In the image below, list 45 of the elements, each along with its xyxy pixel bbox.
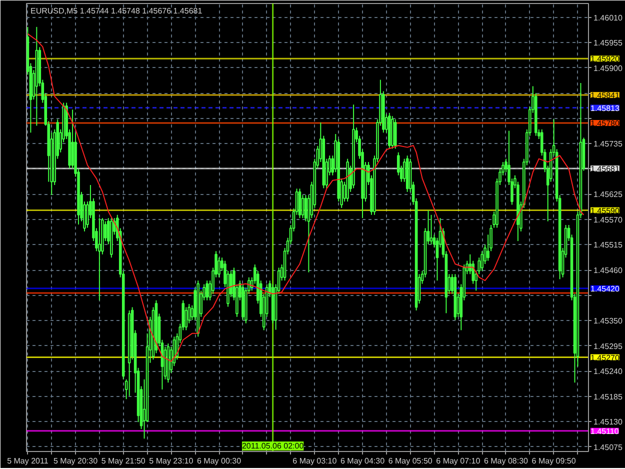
candlestick	[218, 257, 220, 278]
candlestick	[98, 218, 101, 301]
x-tick-label: 6 May 04:30	[340, 456, 386, 466]
y-tick-label: 1.45075	[594, 442, 623, 452]
ref-line-label: 1.45420	[590, 284, 620, 294]
candlestick	[394, 118, 397, 150]
candlestick	[298, 188, 302, 219]
x-tick-label: 5 May 23:10	[149, 456, 194, 466]
ref-line-label: 1.45780	[590, 118, 620, 128]
y-tick-label: 1.46010	[594, 13, 623, 22]
x-tick-label: 6 May 05:50	[388, 456, 433, 466]
y-tick-label: 1.45625	[594, 190, 623, 200]
y-tick-label: 1.45295	[594, 342, 623, 351]
x-tick-label: 6 May 09:50	[532, 456, 576, 466]
chart-title: EURUSD,M5 1.45744 1.45748 1.45676 1.45681	[30, 6, 203, 16]
y-tick-label: 1.45130	[594, 418, 623, 427]
y-tick-label: 1.45735	[594, 140, 623, 149]
y-tick-label: 1.45240	[594, 367, 623, 376]
ref-line-label: 1.45841	[590, 90, 620, 100]
candlestick	[430, 214, 433, 245]
x-tick-label: 6 May 00:30	[197, 456, 242, 466]
x-tick-label: 6 May 08:30	[484, 456, 529, 466]
y-tick-label: 1.45185	[594, 392, 623, 402]
y-tick-label: 1.45350	[594, 316, 623, 326]
x-tick-label: 5 May 20:30	[54, 456, 98, 466]
candlestick	[184, 306, 188, 331]
ref-line-label: 1.45270	[590, 353, 620, 362]
ref-line-label: 2011.05.06 02:00	[242, 442, 304, 450]
candlestick	[304, 194, 308, 222]
ref-line-label: 1.45590	[590, 206, 620, 216]
x-tick-label: 6 May 07:10	[436, 456, 481, 466]
ref-line-label: 1.45920	[590, 54, 620, 64]
y-tick-label: 1.45900	[594, 64, 623, 73]
y-tick-label: 1.45955	[594, 38, 623, 48]
ref-line-label: 1.45681	[590, 164, 620, 174]
y-tick-label: 1.45515	[594, 240, 623, 250]
y-tick-label: 1.45460	[594, 266, 623, 276]
y-tick-label: 1.45570	[594, 215, 623, 224]
ref-line-label: 1.45110	[590, 426, 620, 436]
x-tick-label: 5 May 21:50	[101, 456, 146, 466]
candlestick	[206, 280, 208, 301]
ref-line-label: 1.45813	[590, 104, 620, 113]
x-tick-label: 5 May 2011	[7, 456, 49, 466]
x-tick-label: 6 May 03:10	[292, 456, 338, 466]
candlestick	[301, 194, 304, 219]
